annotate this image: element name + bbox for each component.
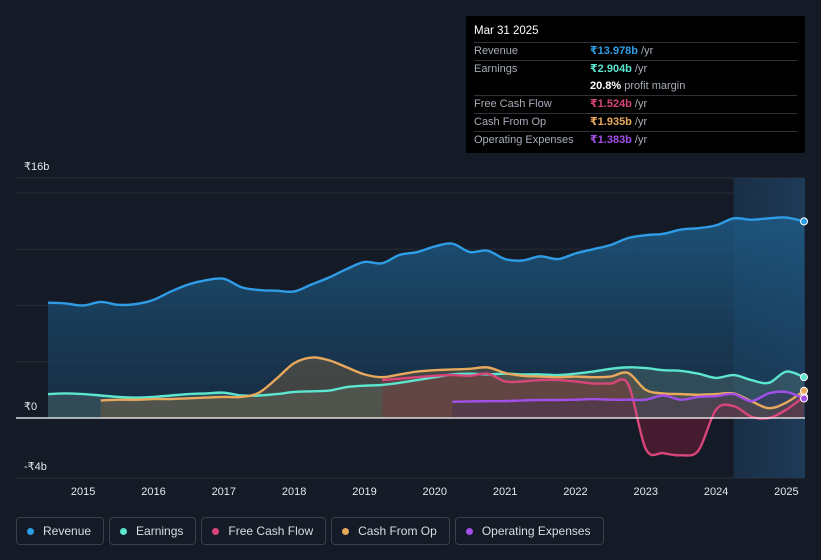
- series-areas: [48, 217, 804, 456]
- operating_expenses-line: [452, 390, 805, 404]
- tooltip-row-revenue: Revenue ₹13.978b /yr: [474, 43, 797, 61]
- x-tick-label: 2017: [212, 486, 236, 498]
- tooltip-row-profit-margin: 20.8% profit margin: [474, 78, 797, 96]
- cash-from-op-dot-icon: [342, 527, 350, 535]
- tooltip-label: Free Cash Flow: [474, 98, 552, 110]
- x-tick-label: 2016: [141, 486, 165, 498]
- legend-item-revenue[interactable]: Revenue: [16, 517, 105, 545]
- tooltip-unit: /yr: [634, 63, 648, 75]
- revenue-line: [47, 216, 805, 307]
- tooltip-row-earnings: Earnings ₹2.904b /yr: [474, 61, 797, 78]
- x-tick-label: 2015: [71, 486, 95, 498]
- legend-label: Operating Expenses: [481, 524, 591, 538]
- free_cash_flow-area: [382, 373, 804, 456]
- legend-item-earnings[interactable]: Earnings: [109, 517, 197, 545]
- x-tick-label: 2025: [774, 486, 798, 498]
- legend-label: Free Cash Flow: [228, 524, 314, 538]
- tooltip-unit: /yr: [641, 45, 654, 57]
- tooltip-unit: profit margin: [624, 80, 686, 92]
- earnings-dot-icon: [120, 527, 128, 535]
- tooltip-unit: /yr: [634, 116, 648, 128]
- x-tick-label: 2019: [352, 486, 376, 498]
- y-axis-label: ₹16b: [24, 161, 49, 173]
- tooltip-label: Operating Expenses: [474, 134, 574, 146]
- legend-label: Cash From Op: [358, 524, 437, 538]
- free-cash-flow-dot-icon: [212, 527, 220, 535]
- series-lines: [47, 216, 808, 457]
- operating_expenses-end-point: [800, 394, 808, 403]
- tooltip-unit: /yr: [634, 98, 648, 110]
- tooltip-row-fcf: Free Cash Flow ₹1.524b /yr: [474, 96, 797, 114]
- x-tick-label: 2023: [634, 486, 658, 498]
- legend-item-operating-expenses[interactable]: Operating Expenses: [454, 517, 604, 545]
- cash_from_op-end-point: [800, 386, 808, 395]
- y-axis-label: -₹4b: [24, 461, 47, 473]
- tooltip-panel: Mar 31 2025 Revenue ₹13.978b /yr Earning…: [466, 16, 805, 153]
- tooltip-value-revenue: ₹13.978b: [590, 45, 639, 57]
- tooltip-value-margin: 20.8%: [590, 80, 622, 92]
- x-tick-label: 2021: [493, 486, 517, 498]
- tooltip-row-opex: Operating Expenses ₹1.383b /yr: [474, 132, 797, 149]
- x-tick-label: 2020: [423, 486, 447, 498]
- earnings-line: [47, 366, 805, 399]
- axes: ₹16b ₹0 -₹4b 2015 2016 2017 2018 2019 2020 2021 20…: [16, 161, 805, 498]
- tooltip-value-opex: ₹1.383b: [590, 134, 632, 146]
- x-tick-label: 2022: [563, 486, 587, 498]
- tooltip-value-earnings: ₹2.904b: [590, 63, 632, 75]
- revenue-dot-icon: [27, 527, 34, 535]
- free_cash_flow-line: [381, 372, 805, 457]
- legend-item-free-cash-flow[interactable]: Free Cash Flow: [201, 517, 327, 545]
- cash_from_op-line: [100, 356, 805, 410]
- tooltip-unit: /yr: [634, 134, 648, 146]
- y-axis-label: ₹0: [24, 401, 37, 413]
- earnings-end-point: [800, 373, 808, 382]
- financials-chart: ₹16b ₹0 -₹4b 2015 2016 2017 2018 2019 2020 2021 20…: [16, 161, 808, 498]
- x-tick-label: 2018: [282, 486, 306, 498]
- tooltip-date: Mar 31 2025: [474, 23, 797, 43]
- legend-label: Earnings: [136, 524, 184, 538]
- tooltip-row-cfo: Cash From Op ₹1.935b /yr: [474, 114, 797, 132]
- tooltip-value-cfo: ₹1.935b: [590, 116, 632, 128]
- operating-expenses-dot-icon: [465, 527, 473, 535]
- legend-item-cash-from-op[interactable]: Cash From Op: [331, 517, 450, 545]
- tooltip-label: Earnings: [474, 63, 518, 75]
- tooltip-label: Revenue: [474, 45, 519, 57]
- tooltip-label: Cash From Op: [474, 116, 547, 128]
- tooltip-label: [474, 78, 590, 95]
- x-tick-label: 2024: [704, 486, 728, 498]
- chart-legend: Revenue Earnings Free Cash Flow Cash Fro…: [16, 517, 604, 545]
- cash_from_op-area: [100, 357, 804, 418]
- legend-label: Revenue: [43, 524, 92, 538]
- tooltip-value-fcf: ₹1.524b: [590, 98, 632, 110]
- revenue-end-point: [800, 217, 808, 226]
